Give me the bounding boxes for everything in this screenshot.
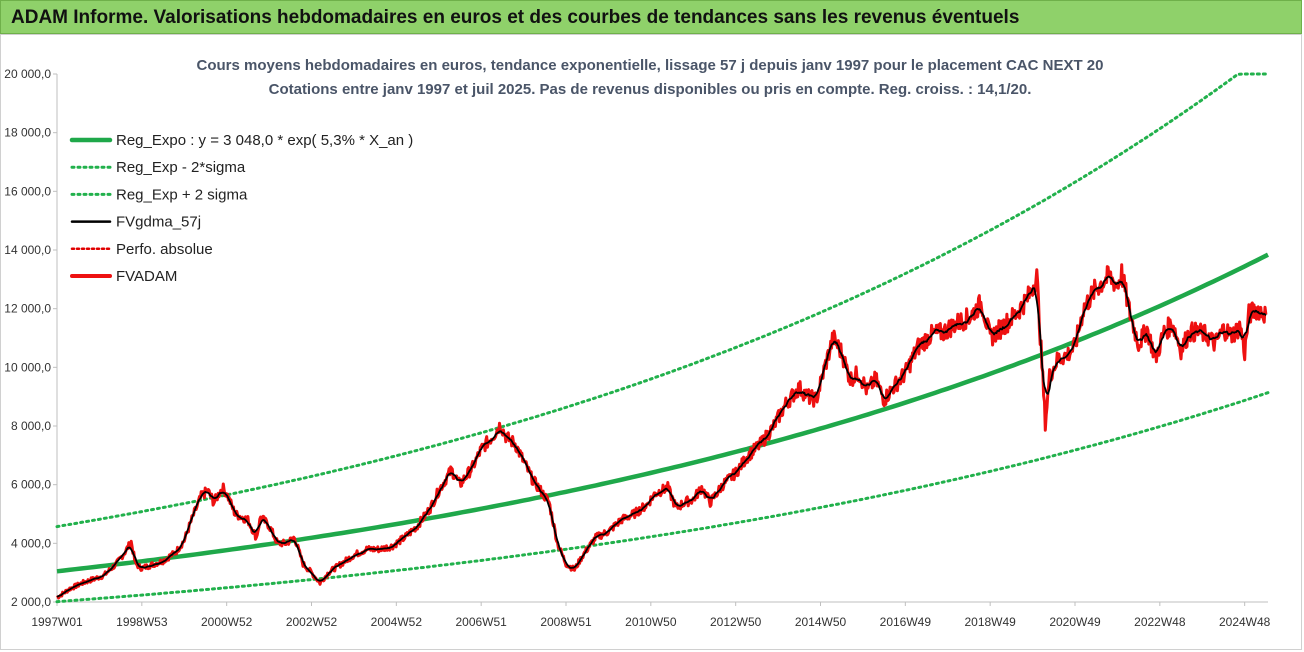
x-tick-label: 2012W50 [710, 615, 762, 629]
chart-axes: 2 000,0 4 000,0 6 000,0 8 000,0 10 000,0 12 0… [4, 67, 1270, 629]
legend-label-reg_plus: Reg_Exp + 2 sigma [116, 186, 248, 203]
y-tick-label: 6 000,0 [11, 478, 51, 492]
x-tick-label: 2010W50 [625, 615, 677, 629]
y-tick-label: 4 000,0 [11, 536, 51, 550]
y-tick-label: 20 000,0 [4, 67, 51, 81]
x-tick-label: 2024W48 [1219, 615, 1271, 629]
legend-label-reg_expo: Reg_Expo : y = 3 048,0 * exp( 5,3% * X_a… [116, 132, 413, 149]
x-tick-label: 2008W51 [540, 615, 592, 629]
fvgdma-57j-line [56, 275, 1267, 598]
y-tick-label: 12 000,0 [4, 302, 51, 316]
y-tick-label: 8 000,0 [11, 419, 51, 433]
x-tick-label: 1998W53 [116, 615, 168, 629]
x-tick-label: 2004W52 [371, 615, 423, 629]
legend-label-perfo: Perfo. absolue [116, 241, 213, 258]
x-tick-label: 2016W49 [880, 615, 932, 629]
x-tick-label: 2000W52 [201, 615, 253, 629]
chart-frame [0, 34, 1302, 650]
x-tick-label: 1997W01 [31, 615, 83, 629]
reg-minus-2sigma-line [55, 391, 1270, 604]
legend-label-reg_minus: Reg_Exp - 2*sigma [116, 159, 246, 176]
x-tick-label: 2022W48 [1134, 615, 1186, 629]
x-tick-label: 2014W50 [795, 615, 847, 629]
x-tick-label: 2006W51 [455, 615, 507, 629]
report-title: ADAM Informe. Valorisations hebdomadaire… [11, 7, 1020, 28]
chart-lines [55, 72, 1270, 604]
report-banner: ADAM Informe. Valorisations hebdomadaire… [0, 0, 1302, 34]
legend-label-fvadam: FVADAM [116, 268, 177, 285]
y-tick-label: 18 000,0 [4, 126, 51, 140]
y-tick-label: 2 000,0 [11, 595, 51, 609]
y-tick-label: 16 000,0 [4, 184, 51, 198]
chart-title-line2: Cotations entre janv 1997 et juil 2025. … [269, 81, 1032, 98]
legend-label-fvgdma: FVgdma_57j [116, 214, 201, 231]
y-tick-label: 14 000,0 [4, 243, 51, 257]
x-tick-label: 2002W52 [286, 615, 338, 629]
reg-plus-2sigma-line [55, 72, 1270, 529]
x-tick-label: 2018W49 [964, 615, 1016, 629]
chart-legend: Reg_Expo : y = 3 048,0 * exp( 5,3% * X_a… [69, 132, 413, 285]
reg-expo-line [56, 252, 1269, 574]
x-tick-label: 2020W49 [1049, 615, 1101, 629]
y-tick-label: 10 000,0 [4, 360, 51, 374]
chart-title-line1: Cours moyens hebdomadaires en euros, ten… [197, 57, 1104, 74]
